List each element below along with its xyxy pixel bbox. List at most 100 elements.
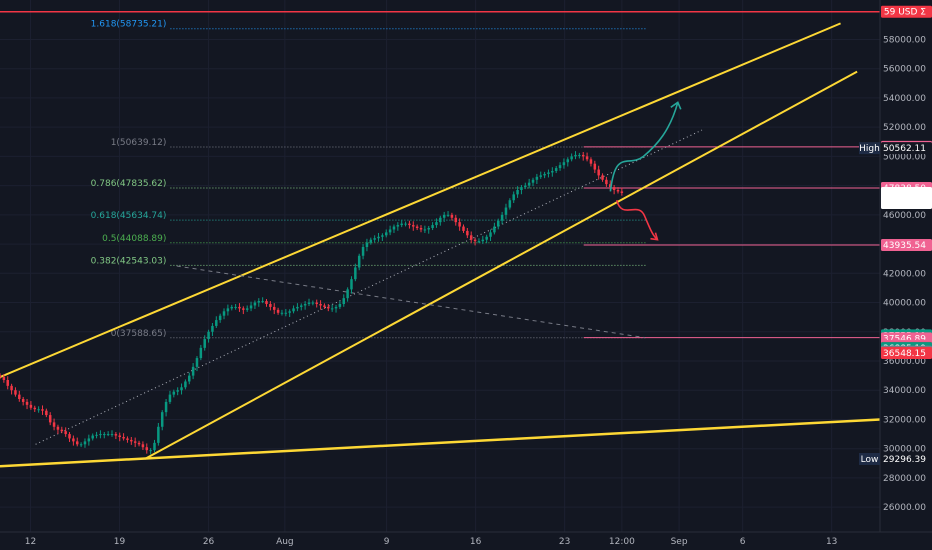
candle-body [547, 172, 550, 174]
candle-body [531, 179, 535, 183]
candle-body [612, 187, 616, 190]
candle-body [272, 306, 276, 310]
candle-body [330, 308, 334, 310]
grid [0, 0, 880, 532]
candle-body [581, 154, 585, 157]
candle-body [334, 306, 338, 309]
price-tick-label: 46000.00 [883, 211, 926, 221]
candle-body [215, 320, 218, 326]
price-axis[interactable]: 26000.00 28000.00 30000.00 32000.00 34000.00… [879, 0, 932, 550]
candle-body [29, 404, 33, 408]
candle-body [230, 306, 234, 309]
candle-body [350, 279, 353, 290]
candle-body [21, 399, 25, 402]
candle-body [45, 410, 48, 416]
candle-body [485, 236, 488, 240]
price-tick-label: 32000.00 [883, 415, 926, 425]
candle-body [512, 194, 515, 201]
candle-body [60, 429, 64, 432]
candle-body [477, 241, 481, 243]
price-tick-label: 36000.00 [883, 357, 926, 367]
price-tag-box [881, 346, 932, 359]
price-tag-value: 36548.15 [883, 349, 926, 359]
candle-body [288, 311, 291, 313]
time-tick-label: 12:00 [609, 537, 635, 547]
candle-body [516, 190, 519, 195]
candle-body [95, 434, 98, 436]
price-tag-prefix: High [859, 144, 880, 154]
time-tick-label: 13 [826, 537, 837, 547]
candle-body [616, 190, 620, 192]
candle-body [508, 200, 512, 208]
candle-body [191, 366, 195, 376]
candle-body [354, 267, 357, 280]
candle-body [454, 217, 458, 223]
candle-body [605, 179, 608, 185]
price-tick-label: 56000.00 [883, 65, 926, 75]
time-tick-label: 12 [25, 537, 36, 547]
time-tick-label: 26 [203, 537, 215, 547]
candle-body [446, 214, 450, 216]
candle-body [238, 306, 241, 309]
candle-body [106, 434, 110, 436]
candle-body [2, 377, 6, 380]
candle-body [423, 229, 427, 231]
candle-body [280, 312, 284, 314]
candle-body [180, 387, 183, 391]
candle-body [149, 450, 152, 452]
candle-body [404, 223, 407, 225]
candle-body [99, 434, 102, 436]
candle-body [33, 407, 37, 410]
horizontal-levels [0, 10, 880, 339]
candle-body [253, 302, 257, 306]
fib-level-label: 1(50639.12) [111, 138, 167, 148]
channel-mid-line [35, 129, 703, 445]
candle-body [562, 162, 566, 166]
candle-body [427, 228, 430, 230]
candle-body [574, 154, 577, 157]
candle-body [56, 426, 60, 430]
candle-body [184, 381, 187, 388]
candle-body [257, 301, 261, 303]
candle-body [122, 437, 125, 439]
fib-level-label: 0.5(44088.89) [102, 234, 166, 244]
candle-body [203, 339, 206, 348]
candle-body [543, 173, 546, 176]
candle-body [431, 225, 434, 228]
candle-body [114, 434, 118, 436]
candle-body [207, 331, 210, 340]
time-axis[interactable]: 12 19 26 Aug 9 16 23 12:00 Sep 6 13 [0, 531, 932, 550]
candle-body [578, 154, 581, 156]
candle-body [18, 394, 21, 399]
candle-body [381, 235, 384, 237]
candle-body [41, 409, 44, 411]
candle-body [126, 438, 129, 440]
candle-body [14, 390, 17, 395]
price-tick-label: 26000.00 [883, 503, 926, 513]
candle-body [357, 255, 361, 268]
fib-level-label: 0.618(45634.74) [91, 211, 167, 221]
candle-body [620, 191, 624, 193]
candle-body [396, 225, 400, 227]
candles [0, 151, 624, 455]
channel-lower-line [144, 70, 858, 460]
candle-body [408, 223, 411, 226]
time-tick-label: Sep [671, 537, 688, 547]
candle-body [361, 247, 365, 256]
price-tick-label: 54000.00 [883, 94, 926, 104]
candle-body [157, 426, 160, 443]
price-tag-prefix-box [859, 142, 880, 155]
candle-body [570, 156, 573, 160]
candle-body [412, 225, 415, 227]
candle-body [242, 308, 245, 310]
candle-body [527, 182, 531, 186]
price-tag-value: 29296.39 [883, 455, 926, 465]
candle-body [377, 236, 380, 239]
fib-level-label: 0(37588.65) [111, 329, 167, 339]
candle-body [269, 304, 272, 307]
candle-body [585, 156, 589, 160]
candle-body [520, 187, 523, 190]
candle-body [249, 305, 253, 309]
price-tag-value: 59 USD Σ [884, 8, 926, 18]
